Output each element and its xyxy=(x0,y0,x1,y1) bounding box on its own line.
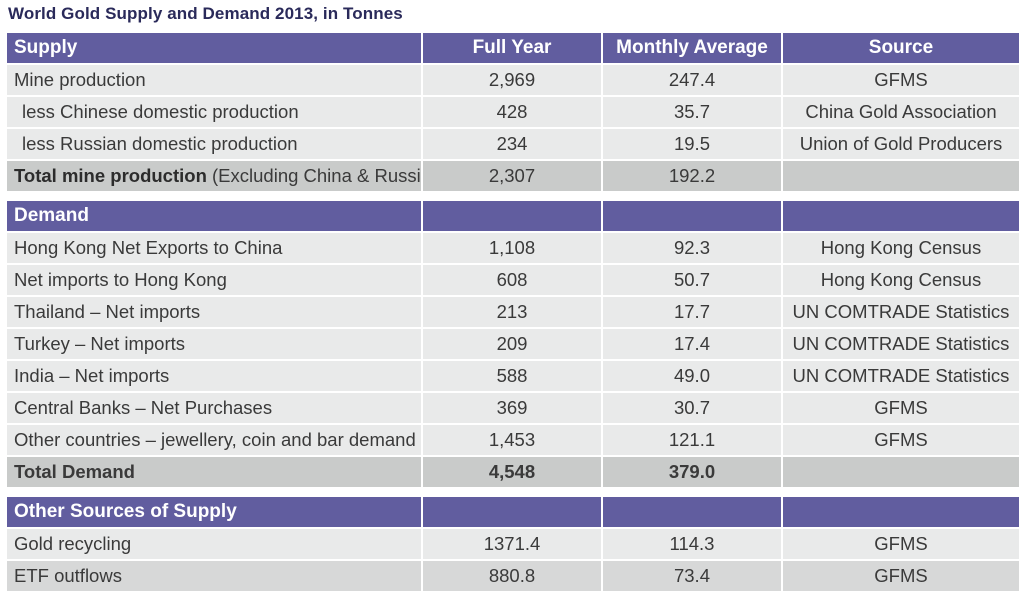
source-value: GFMS xyxy=(783,561,1019,591)
table-row: India – Net imports 588 49.0 UN COMTRADE… xyxy=(7,361,1019,391)
row-label: India – Net imports xyxy=(7,361,421,391)
source-value: Union of Gold Producers xyxy=(783,129,1019,159)
table-row: less Russian domestic production 234 19.… xyxy=(7,129,1019,159)
full-year-value: 209 xyxy=(423,329,601,359)
source-value xyxy=(783,457,1019,487)
table-row: less Chinese domestic production 428 35.… xyxy=(7,97,1019,127)
table-row: Net imports to Hong Kong 608 50.7 Hong K… xyxy=(7,265,1019,295)
demand-total-row: Total Demand 4,548 379.0 xyxy=(7,457,1019,487)
column-header-source: Source xyxy=(783,33,1019,63)
row-label: less Russian domestic production xyxy=(7,129,421,159)
monthly-value: 35.7 xyxy=(603,97,781,127)
full-year-value: 213 xyxy=(423,297,601,327)
source-value: GFMS xyxy=(783,393,1019,423)
monthly-value: 121.1 xyxy=(603,425,781,455)
full-year-value: 2,969 xyxy=(423,65,601,95)
table-row: Other countries – jewellery, coin and ba… xyxy=(7,425,1019,455)
table-row: Thailand – Net imports 213 17.7 UN COMTR… xyxy=(7,297,1019,327)
supply-total-row: Total mine production (Excluding China &… xyxy=(7,161,1019,191)
monthly-value: 73.4 xyxy=(603,561,781,591)
table-row: Turkey – Net imports 209 17.4 UN COMTRAD… xyxy=(7,329,1019,359)
total-label: Total Demand xyxy=(7,457,421,487)
column-header-monthly-average: Monthly Average xyxy=(603,33,781,63)
row-label: Turkey – Net imports xyxy=(7,329,421,359)
row-label: Central Banks – Net Purchases xyxy=(7,393,421,423)
monthly-value: 114.3 xyxy=(603,529,781,559)
source-value: GFMS xyxy=(783,425,1019,455)
row-label: ETF outflows xyxy=(7,561,421,591)
row-label: less Chinese domestic production xyxy=(7,97,421,127)
total-label-suffix: (Excluding China & Russia) xyxy=(206,165,421,186)
total-label: Total mine production xyxy=(14,165,207,186)
source-value: Hong Kong Census xyxy=(783,265,1019,295)
source-value: GFMS xyxy=(783,529,1019,559)
full-year-value: 1,453 xyxy=(423,425,601,455)
source-value: GFMS xyxy=(783,65,1019,95)
row-label: Gold recycling xyxy=(7,529,421,559)
full-year-value: 2,307 xyxy=(423,161,601,191)
source-value xyxy=(783,161,1019,191)
monthly-value: 50.7 xyxy=(603,265,781,295)
monthly-value: 30.7 xyxy=(603,393,781,423)
demand-header-row: Demand xyxy=(7,201,1019,231)
full-year-value: 588 xyxy=(423,361,601,391)
row-label: Mine production xyxy=(7,65,421,95)
monthly-value: 49.0 xyxy=(603,361,781,391)
table-row: Mine production 2,969 247.4 GFMS xyxy=(7,65,1019,95)
full-year-value: 1,108 xyxy=(423,233,601,263)
source-value: Hong Kong Census xyxy=(783,233,1019,263)
table-row: ETF outflows 880.8 73.4 GFMS xyxy=(7,561,1019,591)
source-value: UN COMTRADE Statistics xyxy=(783,297,1019,327)
column-header-full-year: Full Year xyxy=(423,33,601,63)
row-label: Total mine production (Excluding China &… xyxy=(7,161,421,191)
monthly-value: 17.7 xyxy=(603,297,781,327)
monthly-value: 92.3 xyxy=(603,233,781,263)
table-row: Gold recycling 1371.4 114.3 GFMS xyxy=(7,529,1019,559)
source-value: China Gold Association xyxy=(783,97,1019,127)
table-row: Hong Kong Net Exports to China 1,108 92.… xyxy=(7,233,1019,263)
full-year-value: 369 xyxy=(423,393,601,423)
monthly-value: 247.4 xyxy=(603,65,781,95)
monthly-value: 192.2 xyxy=(603,161,781,191)
supply-header: Supply xyxy=(7,33,421,63)
full-year-value: 608 xyxy=(423,265,601,295)
full-year-value: 428 xyxy=(423,97,601,127)
source-value: UN COMTRADE Statistics xyxy=(783,329,1019,359)
monthly-value: 379.0 xyxy=(603,457,781,487)
full-year-value: 880.8 xyxy=(423,561,601,591)
page-title: World Gold Supply and Demand 2013, in To… xyxy=(8,4,403,23)
other-header-row: Other Sources of Supply xyxy=(7,497,1019,527)
monthly-value: 19.5 xyxy=(603,129,781,159)
full-year-value: 4,548 xyxy=(423,457,601,487)
demand-header: Demand xyxy=(7,201,421,231)
row-label: Net imports to Hong Kong xyxy=(7,265,421,295)
other-sources-header: Other Sources of Supply xyxy=(7,497,421,527)
supply-header-row: Supply Full Year Monthly Average Source xyxy=(7,33,1019,63)
source-value: UN COMTRADE Statistics xyxy=(783,361,1019,391)
row-label: Hong Kong Net Exports to China xyxy=(7,233,421,263)
row-label: Other countries – jewellery, coin and ba… xyxy=(7,425,421,455)
full-year-value: 234 xyxy=(423,129,601,159)
monthly-value: 17.4 xyxy=(603,329,781,359)
row-label: Thailand – Net imports xyxy=(7,297,421,327)
full-year-value: 1371.4 xyxy=(423,529,601,559)
gold-table: Supply Full Year Monthly Average Source … xyxy=(7,33,1019,593)
table-row: Central Banks – Net Purchases 369 30.7 G… xyxy=(7,393,1019,423)
